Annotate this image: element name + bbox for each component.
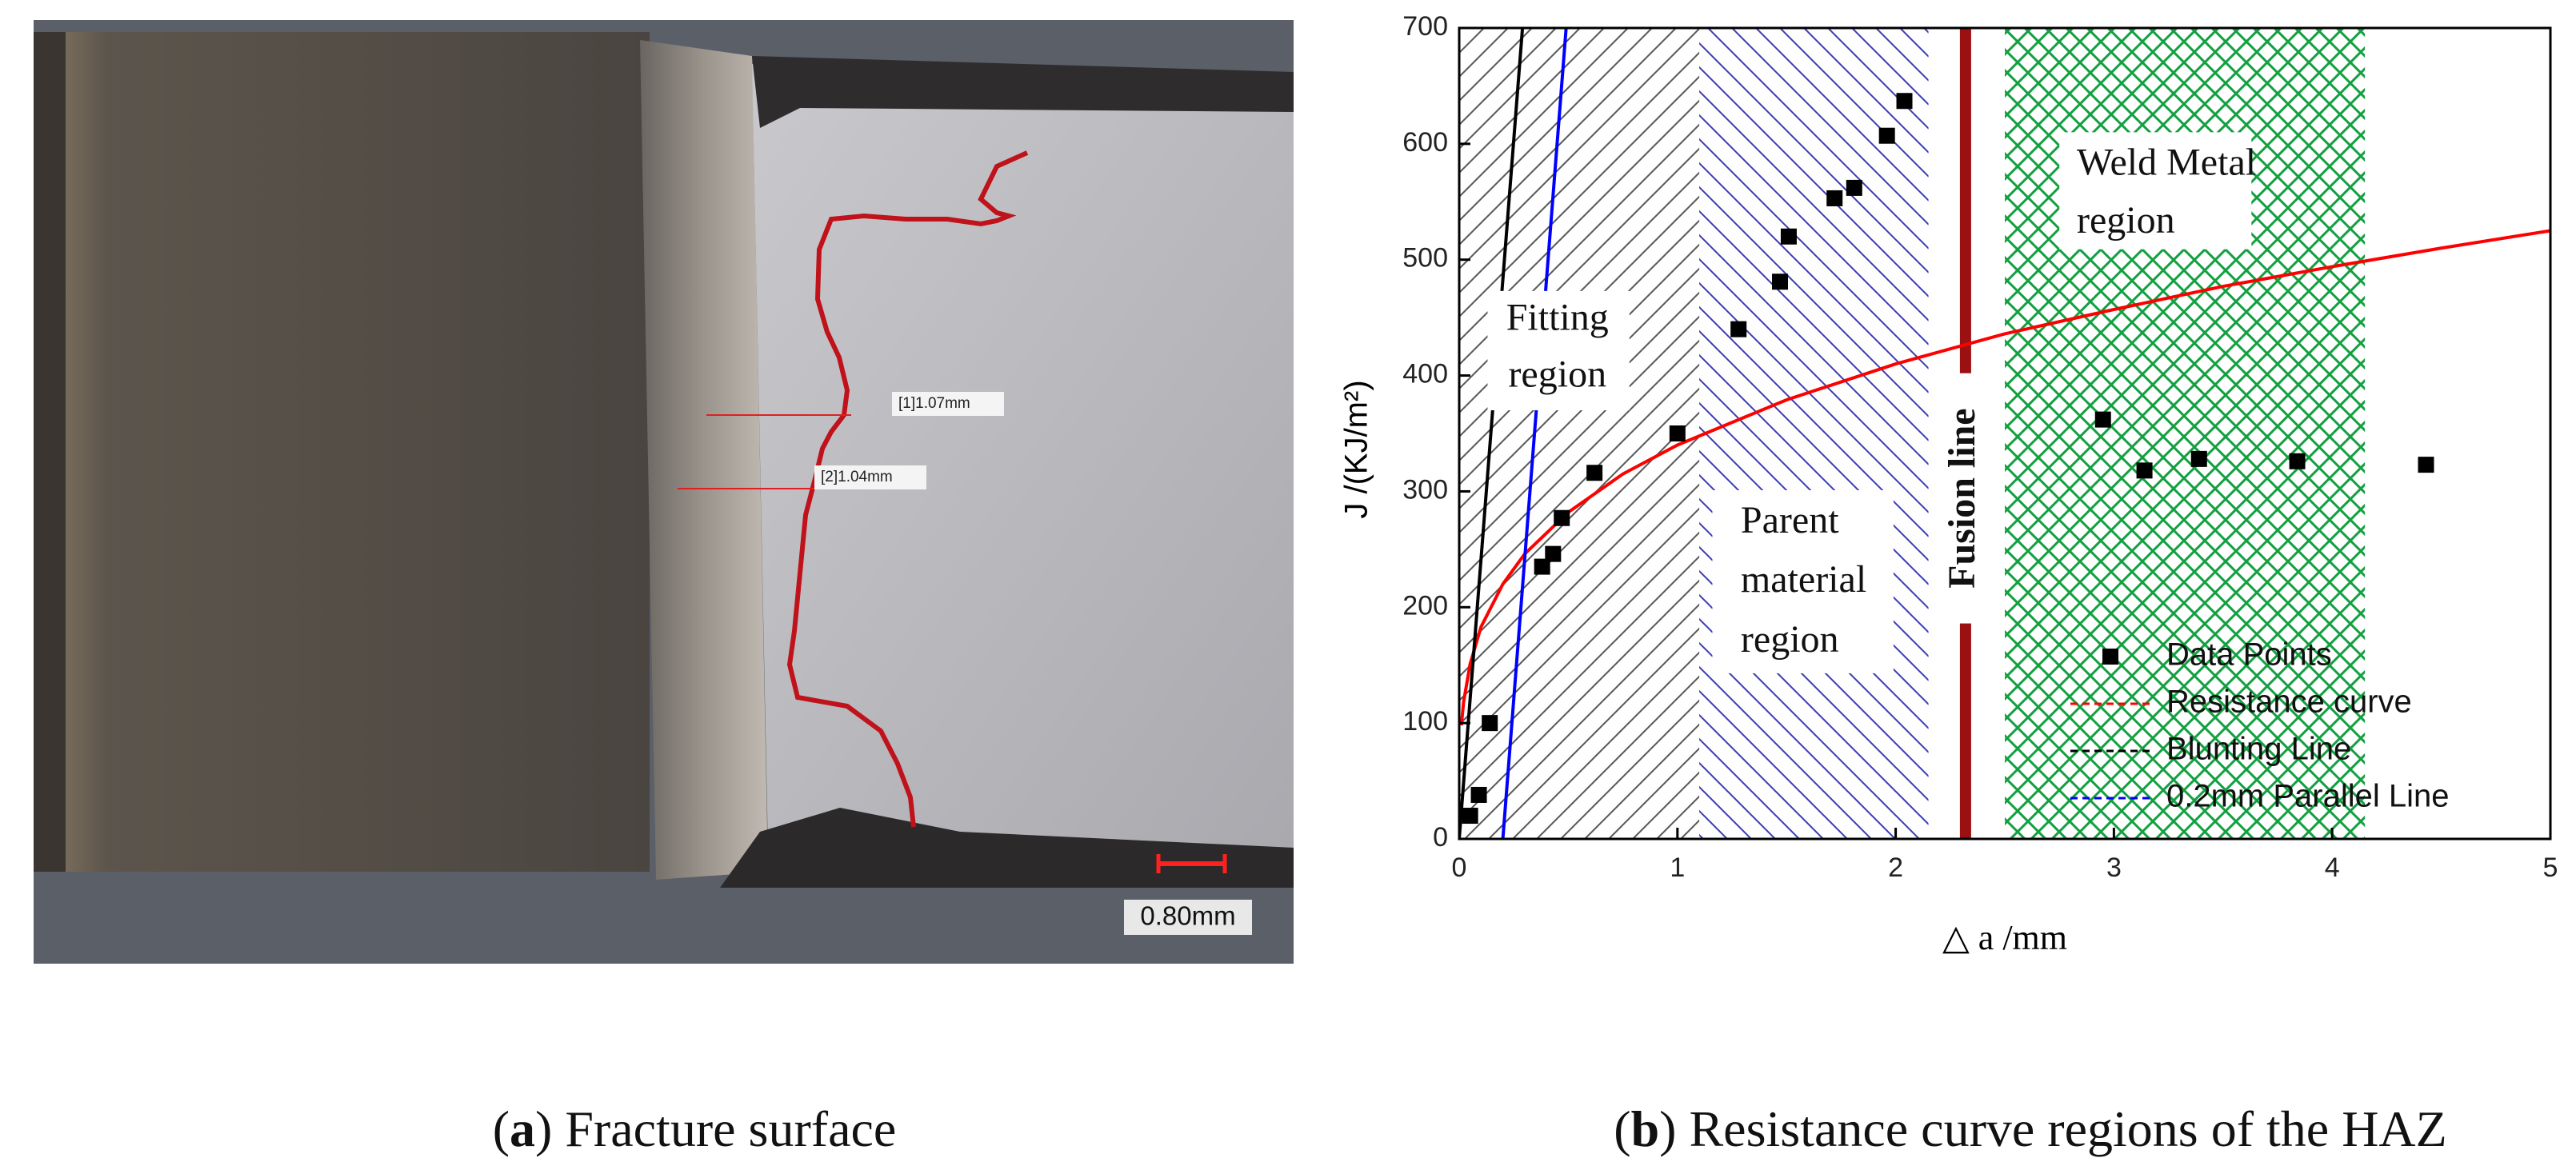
y-tick-label: 200 — [1402, 590, 1448, 621]
y-axis-label: J /(KJ/m²) — [1339, 380, 1374, 518]
crack-outline — [786, 150, 1029, 828]
caption-part: a — [510, 1100, 535, 1157]
caption-part: b — [1631, 1100, 1660, 1157]
legend-label: Blunting Line — [2166, 732, 2351, 767]
caption-part: ( — [493, 1100, 510, 1157]
data-point — [1730, 321, 1747, 337]
data-point — [1534, 558, 1550, 575]
region-label-box — [2059, 132, 2252, 250]
specimen-band — [640, 40, 768, 880]
x-tick-label: 5 — [2543, 853, 2558, 883]
data-point — [2094, 411, 2111, 428]
photo: [1]1.07mm [2]1.04mm 0.80mm — [34, 20, 1294, 964]
data-point — [2418, 457, 2434, 473]
data-point — [1772, 274, 1789, 290]
legend-label: Data Points — [2166, 637, 2332, 673]
measurement-label: [2]1.04mm — [821, 469, 893, 485]
y-tick-label: 700 — [1402, 11, 1448, 42]
caption-part: ( — [1614, 1100, 1630, 1157]
region-label: Weld Metal — [2077, 141, 2256, 183]
x-tick-label: 2 — [1888, 853, 1903, 883]
data-point — [1846, 179, 1862, 196]
data-point — [1545, 545, 1562, 562]
data-point — [1470, 786, 1487, 803]
region — [1699, 28, 1929, 839]
series-line — [1459, 28, 1525, 839]
series-line — [1459, 229, 2550, 726]
data-point — [2136, 462, 2153, 479]
data-point — [1780, 228, 1797, 245]
region-label-box — [1712, 489, 1894, 673]
data-point — [2190, 450, 2207, 467]
data-point — [1482, 715, 1498, 732]
y-tick-label: 500 — [1402, 243, 1448, 274]
caption-a: (a) Fracture surface — [493, 1100, 897, 1157]
data-point — [1462, 808, 1478, 825]
data-point — [1896, 93, 1913, 110]
data-point — [2289, 453, 2306, 469]
x-tick-label: 4 — [2325, 853, 2340, 883]
measure-box — [892, 392, 1004, 416]
plot-frame — [1458, 26, 2552, 841]
fusion-label: Fusion line — [1941, 408, 1983, 588]
x-axis-label: △ a /mm — [1942, 918, 2067, 957]
y-tick-label: 100 — [1402, 706, 1448, 737]
measurement-label: [1]1.07mm — [898, 395, 970, 412]
y-tick-label: 300 — [1402, 474, 1448, 505]
data-point — [1878, 127, 1895, 144]
y-tick-label: 600 — [1402, 127, 1448, 158]
caption-b: (b) Resistance curve regions of the HAZ — [1614, 1100, 2446, 1157]
region-label: Parent — [1741, 499, 1839, 541]
measure-box — [814, 465, 926, 489]
region-label: Fitting — [1506, 297, 1609, 339]
region-label: material — [1741, 558, 1866, 601]
fusion-label-gap — [1941, 373, 1990, 624]
specimen-right — [752, 64, 1294, 848]
region-label: region — [1741, 618, 1839, 661]
legend-label: 0.2mm Parallel Line — [2166, 779, 2450, 814]
data-point — [1826, 190, 1843, 206]
x-tick-label: 3 — [2106, 853, 2122, 883]
data-point — [1554, 509, 1570, 526]
specimen-edge — [34, 32, 66, 872]
y-tick-label: 0 — [1433, 822, 1448, 853]
region-label: region — [2077, 199, 2175, 242]
scale-box — [1124, 900, 1252, 935]
series-line — [1501, 28, 1568, 839]
legend-label: Resistance curve — [2166, 685, 2412, 720]
x-tick-label: 0 — [1452, 853, 1467, 883]
y-tick-label: 400 — [1402, 359, 1448, 389]
caption-part: ) Fracture surface — [535, 1100, 896, 1157]
region — [1459, 28, 1700, 839]
scale-label: 0.80mm — [1140, 901, 1235, 931]
chart: Fitting region Parent material region Weld Me… — [1339, 11, 2558, 957]
region-label: region — [1508, 353, 1606, 395]
caption-part: ) Resistance curve regions of the HAZ — [1659, 1100, 2447, 1157]
data-point — [1669, 425, 1686, 441]
region-label-box — [1487, 290, 1630, 411]
top-edge — [752, 56, 1294, 128]
bottom-edge — [720, 808, 1294, 888]
legend-marker — [2102, 649, 2118, 665]
data-point — [1586, 465, 1603, 481]
specimen-left — [34, 32, 650, 872]
x-tick-label: 1 — [1670, 853, 1685, 883]
